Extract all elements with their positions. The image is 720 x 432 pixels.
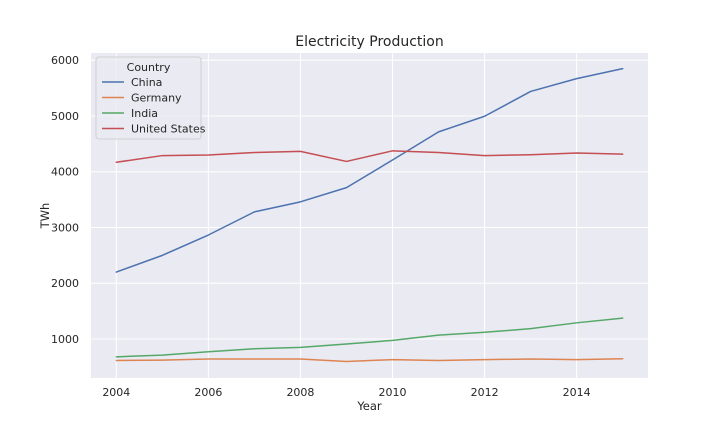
legend-title: Country (127, 61, 171, 74)
x-tick-label: 2008 (286, 386, 314, 399)
x-tick-label: 2004 (102, 386, 130, 399)
x-tick-label: 2014 (563, 386, 591, 399)
y-tick-label: 1000 (51, 333, 79, 346)
series-line-united-states (115, 150, 624, 164)
x-tick-label: 2010 (379, 386, 407, 399)
series-line-germany (115, 358, 624, 363)
legend-items: China Germany India United States (102, 76, 206, 136)
x-tick-label: 2012 (471, 386, 499, 399)
chart-title: Electricity Production (295, 34, 443, 50)
y-tick-label: 3000 (51, 221, 79, 234)
series-line-india (115, 317, 624, 358)
series-line-china (115, 67, 624, 273)
y-tick-label: 4000 (51, 166, 79, 179)
grid-lines (91, 53, 648, 378)
y-tick-label: 5000 (51, 110, 79, 123)
y-tick-label: 6000 (51, 54, 79, 67)
legend-box (95, 56, 202, 140)
y-tick-labels: 1000 2000 3000 4000 5000 6000 (51, 54, 79, 346)
legend-label-united-states: United States (131, 123, 206, 136)
y-axis-label: TWh (38, 203, 52, 230)
series-lines (115, 67, 624, 363)
legend: Country China Germany India United States (95, 56, 206, 140)
x-tick-labels: 2004 2006 2008 2010 2012 2014 (102, 386, 590, 399)
legend-label-china: China (131, 76, 162, 89)
legend-label-india: India (131, 107, 158, 120)
x-axis-label: Year (356, 399, 382, 413)
x-tick-label: 2006 (194, 386, 222, 399)
legend-label-germany: Germany (131, 92, 182, 105)
y-tick-label: 2000 (51, 277, 79, 290)
